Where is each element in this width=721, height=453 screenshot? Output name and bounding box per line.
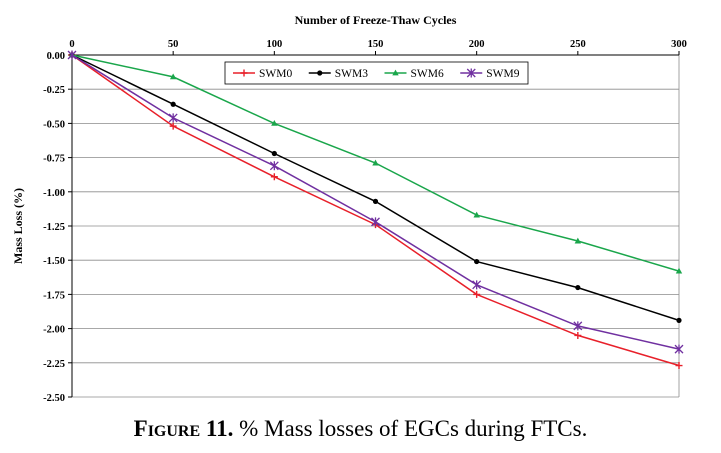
legend-item-swm9: SWM9 bbox=[460, 68, 520, 80]
y-tick-label: -0.75 bbox=[43, 154, 65, 165]
y-tick-label: -2.25 bbox=[43, 359, 65, 370]
legend-label: SWM9 bbox=[486, 68, 519, 80]
data-point bbox=[574, 237, 582, 244]
y-tick-label: -2.00 bbox=[43, 325, 65, 336]
data-point bbox=[271, 150, 277, 157]
data-point bbox=[371, 217, 380, 227]
data-point bbox=[675, 362, 683, 370]
data-point bbox=[473, 211, 480, 218]
mass-loss-chart: 0.00 -0.25 -0.50 -0.75 -1.00 -1.25 -1.50 -1.75 -… bbox=[11, 13, 687, 404]
series-swm3 bbox=[69, 52, 682, 323]
figure-caption: Figure 11. % Mass losses of EGCs during … bbox=[0, 416, 721, 442]
data-point bbox=[392, 69, 399, 76]
data-point bbox=[271, 120, 278, 126]
data-point bbox=[575, 284, 581, 291]
data-point bbox=[472, 280, 482, 290]
y-tick-label: -2.50 bbox=[43, 393, 65, 404]
series-swm6 bbox=[68, 51, 683, 274]
x-tick-label: 0 bbox=[69, 39, 74, 50]
data-point bbox=[270, 173, 278, 181]
y-tick-label: -0.25 bbox=[43, 85, 65, 96]
legend-box bbox=[224, 61, 529, 85]
x-tick-label: 200 bbox=[469, 39, 485, 50]
series-line bbox=[71, 54, 680, 367]
data-point bbox=[372, 159, 379, 166]
data-point bbox=[169, 122, 177, 130]
legend-label: SWM3 bbox=[335, 68, 368, 80]
data-point bbox=[168, 113, 178, 123]
legend-label: SWM0 bbox=[259, 68, 292, 80]
x-tick-label: 150 bbox=[368, 39, 384, 50]
y-axis-title: Mass Loss (%) bbox=[11, 188, 25, 264]
x-tick-label: 100 bbox=[266, 39, 282, 50]
data-point bbox=[317, 70, 323, 76]
data-point bbox=[574, 331, 582, 339]
data-point bbox=[473, 290, 481, 298]
data-point bbox=[674, 344, 684, 354]
x-axis-title: Number of Freeze-Thaw Cycles bbox=[295, 13, 457, 27]
figure-label: Figure 11. bbox=[133, 416, 234, 441]
x-tick-label: 50 bbox=[168, 39, 179, 50]
data-point bbox=[372, 198, 379, 204]
data-point bbox=[675, 267, 683, 274]
data-point bbox=[466, 68, 476, 78]
y-tick-label: 0.00 bbox=[47, 51, 65, 62]
data-point bbox=[474, 258, 480, 265]
data-point bbox=[170, 101, 176, 107]
x-tick-label: 250 bbox=[570, 39, 586, 50]
data-point bbox=[169, 73, 177, 80]
series-layer bbox=[67, 50, 684, 370]
legend-item-swm6: SWM6 bbox=[384, 68, 444, 80]
data-point bbox=[676, 317, 682, 323]
y-tick-label: -1.50 bbox=[43, 256, 65, 267]
legend-item-swm3: SWM3 bbox=[308, 68, 368, 80]
data-point bbox=[240, 69, 248, 77]
axes-layer: 0.00 -0.25 -0.50 -0.75 -1.00 -1.25 -1.50 -1.75 -… bbox=[43, 39, 687, 404]
data-point bbox=[269, 161, 279, 171]
series-line bbox=[71, 54, 680, 322]
y-tick-label: -1.25 bbox=[43, 222, 65, 233]
series-swm0 bbox=[68, 51, 683, 370]
legend-item-swm0: SWM0 bbox=[233, 68, 292, 80]
y-tick-label: -0.50 bbox=[43, 119, 65, 130]
legend-label: SWM6 bbox=[411, 68, 444, 80]
legend: SWM0 SWM3 SWM6 SWM9 bbox=[224, 61, 529, 85]
y-tick-label: -1.75 bbox=[43, 290, 65, 301]
x-tick-label: 300 bbox=[671, 39, 687, 50]
y-tick-label: -1.00 bbox=[43, 188, 65, 199]
data-point bbox=[573, 321, 583, 331]
series-swm9 bbox=[67, 50, 684, 354]
figure-caption-text: % Mass losses of EGCs during FTCs. bbox=[233, 416, 588, 441]
data-point bbox=[67, 50, 77, 60]
